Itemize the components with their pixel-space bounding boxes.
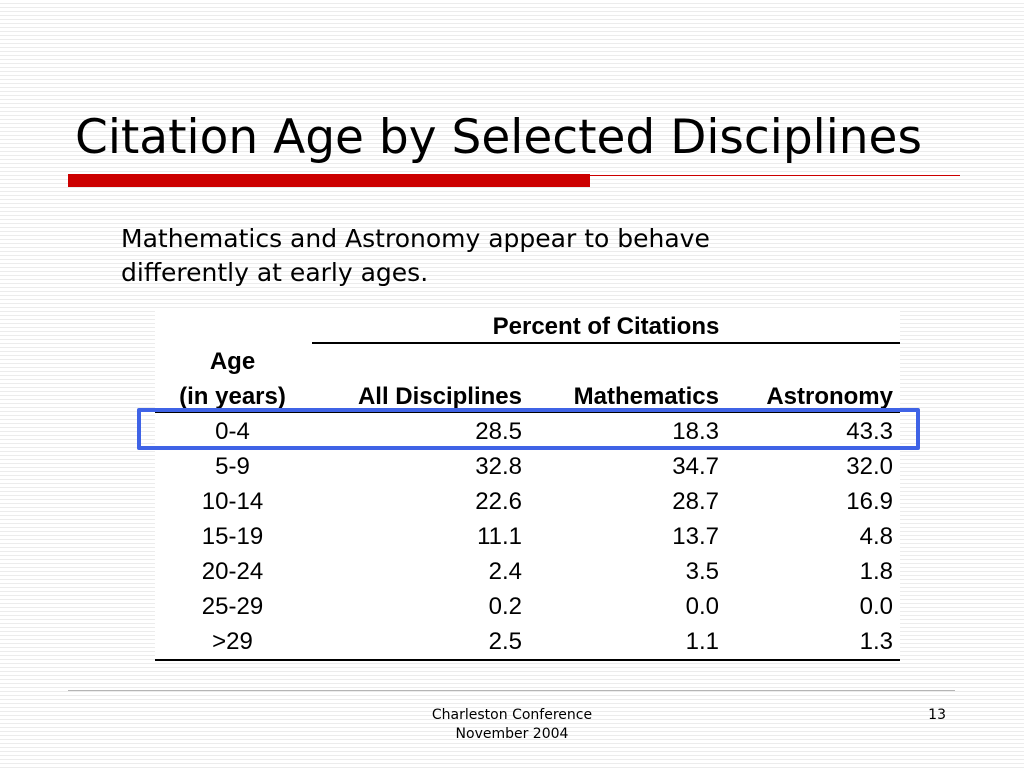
mathematics-cell: 28.7: [672, 488, 719, 515]
footer-divider: [68, 690, 955, 691]
citation-age-table: Percent of Citations Age (in years) All …: [155, 308, 900, 662]
mathematics-cell: 0.0: [685, 593, 719, 620]
title-accent-line: [590, 175, 960, 176]
all-disciplines-cell: 2.4: [488, 558, 522, 585]
table-bottom-rule: [155, 659, 900, 661]
age-cell: 20-24: [201, 558, 264, 585]
age-cell: 0-4: [215, 418, 250, 445]
age-cell: 15-19: [201, 523, 264, 550]
mathematics-cell: 3.5: [685, 558, 719, 585]
title-accent-bar: [68, 174, 590, 187]
footer-line-1: Charleston Conference: [431, 707, 593, 723]
astronomy-cell: 1.3: [859, 628, 893, 655]
footer-source: Charleston Conference November 2004: [402, 706, 622, 744]
highlight-box-row-0-4: [137, 408, 920, 450]
table-row: 10-14 22.6 28.7 16.9: [155, 484, 900, 519]
all-disciplines-cell: 22.6: [475, 488, 522, 515]
astronomy-cell: 43.3: [846, 418, 893, 445]
slide-title: Citation Age by Selected Disciplines: [75, 110, 922, 165]
astronomy-cell: 4.8: [859, 523, 893, 550]
table-row: 15-19 11.1 13.7 4.8: [155, 519, 900, 554]
column-header-mathematics: Mathematics: [573, 383, 719, 410]
table-row: 0-4 28.5 18.3 43.3: [155, 414, 900, 449]
table-row: 5-9 32.8 34.7 32.0: [155, 449, 900, 484]
slide-subtitle: Mathematics and Astronomy appear to beha…: [121, 222, 841, 290]
table-row: >29 2.5 1.1 1.3: [155, 624, 900, 659]
all-disciplines-cell: 11.1: [477, 523, 522, 550]
age-cell: 25-29: [201, 593, 264, 620]
footer-line-2: November 2004: [455, 726, 569, 742]
mathematics-cell: 18.3: [672, 418, 719, 445]
age-cell: >29: [212, 628, 253, 655]
page-number: 13: [928, 707, 946, 723]
group-header-percent-of-citations: Percent of Citations: [492, 313, 720, 340]
astronomy-cell: 32.0: [846, 453, 893, 480]
all-disciplines-cell: 2.5: [488, 628, 522, 655]
group-header-rule: [312, 342, 900, 344]
table-row: 20-24 2.4 3.5 1.8: [155, 554, 900, 589]
astronomy-cell: 16.9: [846, 488, 893, 515]
astronomy-cell: 1.8: [859, 558, 893, 585]
column-header-astronomy: Astronomy: [766, 383, 893, 410]
all-disciplines-cell: 28.5: [475, 418, 522, 445]
age-header-line-1: Age: [209, 348, 256, 375]
age-header-line-2: (in years): [179, 383, 286, 410]
mathematics-cell: 1.1: [685, 628, 719, 655]
mathematics-cell: 34.7: [672, 453, 719, 480]
age-cell: 5-9: [215, 453, 250, 480]
column-header-all-disciplines: All Disciplines: [357, 383, 522, 410]
subtitle-line-2: differently at early ages.: [121, 258, 429, 287]
age-cell: 10-14: [201, 488, 264, 515]
all-disciplines-cell: 0.2: [488, 593, 522, 620]
astronomy-cell: 0.0: [859, 593, 893, 620]
subtitle-line-1: Mathematics and Astronomy appear to beha…: [121, 224, 710, 253]
header-bottom-rule: [155, 411, 900, 413]
mathematics-cell: 13.7: [672, 523, 719, 550]
table-row: 25-29 0.2 0.0 0.0: [155, 589, 900, 624]
all-disciplines-cell: 32.8: [475, 453, 522, 480]
